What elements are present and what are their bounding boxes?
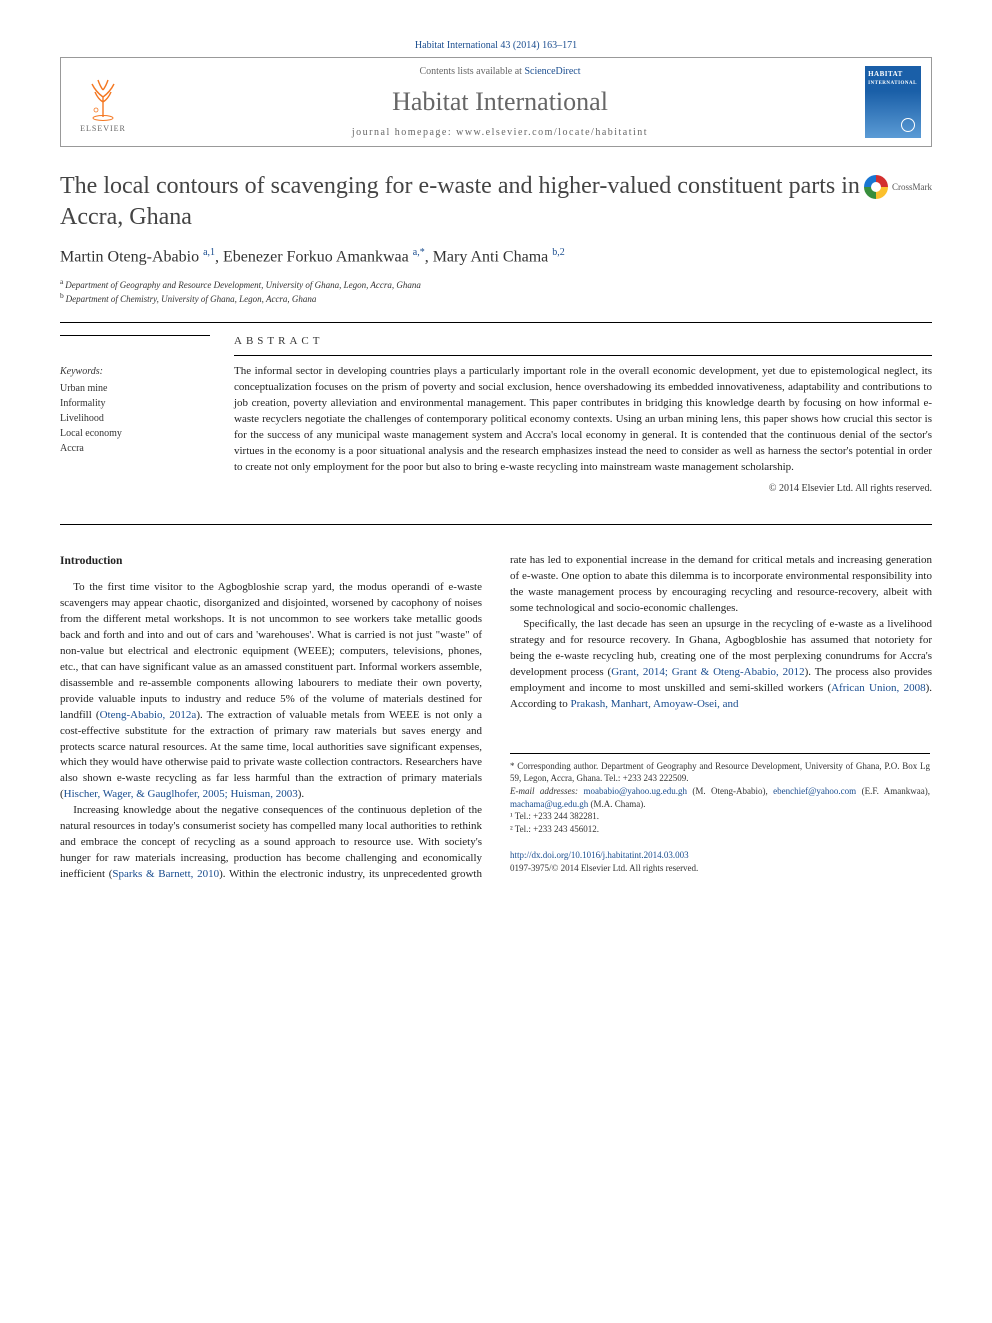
- authors-line: Martin Oteng-Ababio a,1, Ebenezer Forkuo…: [60, 247, 932, 266]
- footnote-block: * Corresponding author. Department of Ge…: [510, 753, 930, 875]
- abstract-text: The informal sector in developing countr…: [234, 364, 932, 476]
- keywords-list: Urban mineInformalityLivelihoodLocal eco…: [60, 381, 210, 456]
- email-link[interactable]: ebenchief@yahoo.com: [773, 786, 856, 796]
- issn-copyright-line: 0197-3975/© 2014 Elsevier Ltd. All right…: [510, 863, 698, 873]
- corresponding-author-note: * Corresponding author. Department of Ge…: [510, 760, 930, 785]
- doi-link[interactable]: http://dx.doi.org/10.1016/j.habitatint.2…: [510, 850, 689, 860]
- keyword-item: Local economy: [60, 426, 210, 441]
- sciencedirect-link[interactable]: ScienceDirect: [524, 66, 580, 77]
- section-heading-introduction: Introduction: [60, 553, 482, 570]
- email-link[interactable]: moababio@yahoo.ug.edu.gh: [583, 786, 687, 796]
- affiliations-block: a Department of Geography and Resource D…: [60, 277, 932, 306]
- cover-title: HABITAT INTERNATIONAL: [868, 70, 917, 86]
- citation-link[interactable]: Sparks & Barnett, 2010: [112, 868, 219, 880]
- citation-link[interactable]: Hischer, Wager, & Gauglhofer, 2005; Huis…: [64, 788, 298, 800]
- citation-link[interactable]: African Union, 2008: [831, 682, 925, 694]
- author-affil-sup: a,*: [413, 247, 425, 258]
- abstract-row: Keywords: Urban mineInformalityLivelihoo…: [60, 335, 932, 495]
- author-affil-sup: b,2: [552, 247, 565, 258]
- keyword-item: Informality: [60, 396, 210, 411]
- keyword-item: Accra: [60, 441, 210, 456]
- journal-name: Habitat International: [147, 87, 853, 117]
- header-center: Contents lists available at ScienceDirec…: [147, 66, 853, 138]
- crossmark-icon: [864, 175, 888, 199]
- tel-footnote-1: ¹ Tel.: +233 244 382281.: [510, 810, 930, 823]
- tel-footnote-2: ² Tel.: +233 243 456012.: [510, 823, 930, 836]
- elsevier-tree-icon: [78, 72, 128, 122]
- citation-link[interactable]: Prakash, Manhart, Amoyaw-Osei, and: [570, 698, 738, 710]
- journal-header-box: ELSEVIER Contents lists available at Sci…: [60, 57, 932, 147]
- citation-link[interactable]: Oteng-Ababio, 2012a: [100, 709, 197, 721]
- keyword-item: Livelihood: [60, 411, 210, 426]
- contents-prefix: Contents lists available at: [419, 66, 524, 77]
- keywords-heading: Keywords:: [60, 364, 210, 379]
- author-name: Mary Anti Chama: [433, 249, 553, 266]
- publisher-name: ELSEVIER: [80, 124, 126, 133]
- author-name: Martin Oteng-Ababio: [60, 249, 203, 266]
- email-addresses-line: E-mail addresses: moababio@yahoo.ug.edu.…: [510, 785, 930, 810]
- article-title: The local contours of scavenging for e-w…: [60, 171, 932, 233]
- top-rule: [60, 322, 932, 323]
- abstract-copyright: © 2014 Elsevier Ltd. All rights reserved…: [234, 483, 932, 494]
- body-paragraph: Specifically, the last decade has seen a…: [510, 617, 932, 713]
- body-paragraph: To the first time visitor to the Agbogbl…: [60, 580, 482, 803]
- abstract-column: ABSTRACT The informal sector in developi…: [234, 335, 932, 495]
- contents-line: Contents lists available at ScienceDirec…: [147, 66, 853, 77]
- keyword-item: Urban mine: [60, 381, 210, 396]
- cover-globe-icon: [901, 118, 915, 132]
- body-columns: Introduction To the first time visitor t…: [60, 553, 932, 882]
- citation-link[interactable]: Grant, 2014; Grant & Oteng-Ababio, 2012: [611, 666, 804, 678]
- crossmark-label: CrossMark: [892, 182, 932, 192]
- abstract-heading: ABSTRACT: [234, 335, 932, 347]
- author-name: Ebenezer Forkuo Amankwaa: [223, 249, 413, 266]
- homepage-url[interactable]: www.elsevier.com/locate/habitatint: [456, 127, 648, 138]
- citation-line: Habitat International 43 (2014) 163–171: [60, 40, 932, 51]
- homepage-line: journal homepage: www.elsevier.com/locat…: [147, 127, 853, 138]
- mid-rule: [60, 524, 932, 525]
- elsevier-logo: ELSEVIER: [71, 66, 135, 138]
- crossmark-badge[interactable]: CrossMark: [864, 175, 932, 199]
- affiliation-line: b Department of Chemistry, University of…: [60, 291, 932, 306]
- author-affil-sup: a,1: [203, 247, 215, 258]
- affiliation-line: a Department of Geography and Resource D…: [60, 277, 932, 292]
- doi-block: http://dx.doi.org/10.1016/j.habitatint.2…: [510, 849, 930, 874]
- journal-cover-thumbnail: HABITAT INTERNATIONAL: [865, 66, 921, 138]
- homepage-prefix: journal homepage:: [352, 127, 456, 138]
- email-link[interactable]: machama@ug.edu.gh: [510, 799, 588, 809]
- keywords-column: Keywords: Urban mineInformalityLivelihoo…: [60, 335, 210, 495]
